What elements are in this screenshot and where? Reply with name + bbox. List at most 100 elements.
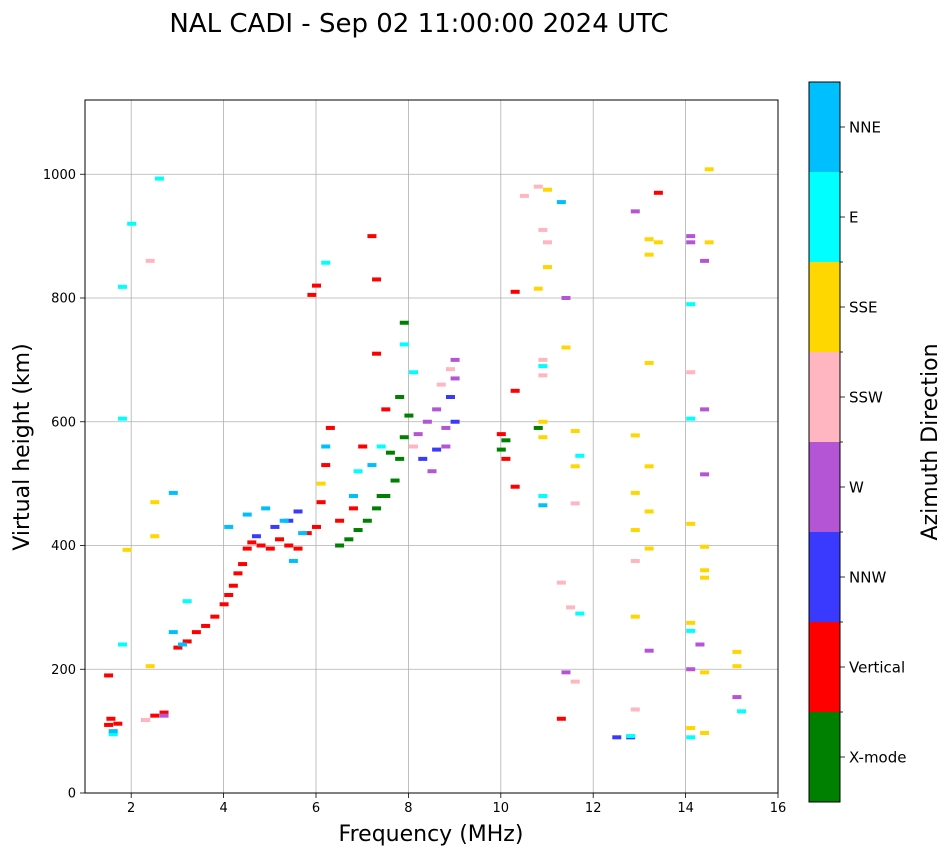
echo-point-nne bbox=[108, 729, 118, 734]
echo-point-sse bbox=[644, 360, 654, 365]
echo-point-sse bbox=[700, 568, 710, 573]
echo-point-vertical bbox=[247, 540, 257, 545]
echo-point-nnw bbox=[293, 509, 303, 514]
echo-point-w bbox=[686, 667, 696, 672]
echo-point-vertical bbox=[312, 283, 321, 288]
echo-point-vertical bbox=[496, 432, 506, 437]
colorbar-label-w: W bbox=[849, 479, 864, 497]
echo-point-nne bbox=[279, 518, 289, 523]
echo-point-vertical bbox=[307, 292, 317, 297]
echo-point-sse bbox=[686, 620, 696, 625]
echo-point-vertical bbox=[238, 562, 248, 567]
echo-point-e bbox=[321, 260, 331, 265]
echo-point-ssw bbox=[630, 558, 640, 563]
y-tick-label: 0 bbox=[68, 787, 76, 802]
echo-point-e bbox=[538, 494, 548, 498]
echo-point-w bbox=[432, 407, 442, 412]
echo-point-x-mode bbox=[501, 438, 511, 443]
echo-point-nne bbox=[224, 524, 234, 529]
echo-point-x-mode bbox=[533, 425, 543, 430]
echo-point-w bbox=[427, 469, 437, 474]
echo-point-e bbox=[737, 709, 747, 714]
echo-point-vertical bbox=[242, 546, 252, 551]
echo-point-ssw bbox=[556, 580, 566, 585]
echo-point-sse bbox=[700, 575, 710, 580]
echo-point-nne bbox=[288, 558, 298, 563]
echo-point-vertical bbox=[210, 614, 220, 619]
echo-point-sse bbox=[700, 544, 710, 549]
plot-area: 2 4 6 8 10 12 14 16 0 200 400 600 800 1000 bbox=[43, 99, 786, 816]
data-points bbox=[104, 167, 747, 740]
echo-point-sse bbox=[630, 614, 640, 619]
echo-point-w bbox=[686, 234, 696, 239]
echo-point-vertical bbox=[321, 463, 331, 468]
colorbar-segment-ssw bbox=[809, 352, 840, 442]
echo-point-nnw bbox=[418, 456, 428, 461]
echo-point-ssw bbox=[630, 707, 640, 712]
echo-point-w bbox=[700, 258, 710, 263]
echo-point-w bbox=[561, 670, 571, 675]
x-tick-label: 4 bbox=[219, 801, 227, 816]
echo-point-vertical bbox=[372, 351, 382, 356]
echo-point-sse bbox=[653, 240, 663, 245]
y-tick-label: 400 bbox=[51, 539, 76, 554]
echo-point-e bbox=[575, 453, 585, 458]
echo-point-e bbox=[686, 302, 696, 307]
colorbar-label-nne: NNE bbox=[849, 119, 881, 137]
y-tick-label: 1000 bbox=[43, 168, 76, 183]
echo-point-vertical bbox=[556, 716, 566, 721]
echo-point-vertical bbox=[348, 506, 358, 511]
echo-point-x-mode bbox=[335, 543, 345, 548]
colorbar: X-mode Vertical NNW W SSW SSE E NNE bbox=[808, 81, 906, 803]
echo-point-sse bbox=[732, 664, 742, 669]
echo-point-vertical bbox=[381, 407, 391, 412]
echo-point-ssw bbox=[543, 240, 552, 245]
echo-point-vertical bbox=[325, 425, 335, 430]
echo-point-sse bbox=[122, 547, 132, 552]
echo-point-nnw bbox=[251, 534, 261, 539]
echo-point-sse bbox=[145, 664, 155, 669]
echo-point-e bbox=[108, 732, 118, 737]
echo-point-sse bbox=[630, 490, 640, 495]
echo-point-sse bbox=[704, 167, 714, 172]
colorbar-frame bbox=[808, 81, 841, 803]
y-axis-ticks: 0 200 400 600 800 1000 bbox=[43, 168, 85, 802]
echo-point-vertical bbox=[293, 546, 303, 551]
x-tick-label: 10 bbox=[493, 801, 510, 816]
echo-point-e bbox=[409, 370, 419, 375]
echo-point-x-mode bbox=[395, 456, 405, 461]
colorbar-label-e: E bbox=[849, 209, 858, 227]
x-tick-label: 16 bbox=[770, 801, 787, 816]
grid bbox=[85, 100, 779, 794]
x-axis-ticks: 2 4 6 8 10 12 14 16 bbox=[127, 793, 786, 816]
echo-point-sse bbox=[543, 265, 552, 270]
x-tick-label: 6 bbox=[312, 801, 320, 816]
echo-point-e bbox=[575, 611, 585, 616]
echo-point-sse bbox=[700, 730, 710, 735]
y-tick-label: 600 bbox=[51, 415, 76, 430]
echo-point-x-mode bbox=[399, 435, 409, 440]
echo-point-x-mode bbox=[395, 395, 405, 399]
echo-point-x-mode bbox=[362, 518, 372, 523]
echo-point-w bbox=[413, 432, 423, 437]
echo-point-sse bbox=[543, 187, 552, 192]
echo-point-ssw bbox=[519, 193, 529, 198]
echo-point-sse bbox=[644, 509, 654, 514]
echo-point-vertical bbox=[106, 716, 116, 721]
x-tick-label: 2 bbox=[127, 801, 135, 816]
echo-point-x-mode bbox=[376, 494, 386, 498]
echo-point-nnw bbox=[284, 518, 294, 523]
echo-point-e bbox=[117, 416, 127, 421]
echo-point-w bbox=[644, 648, 654, 653]
echo-point-ssw bbox=[533, 184, 543, 189]
plot-frame bbox=[84, 99, 779, 794]
echo-point-sse bbox=[570, 429, 580, 434]
echo-point-w bbox=[441, 425, 451, 430]
echo-point-sse bbox=[316, 481, 326, 486]
x-tick-label: 14 bbox=[677, 801, 694, 816]
echo-point-vertical bbox=[233, 571, 243, 576]
echo-point-nne bbox=[168, 630, 178, 635]
echo-point-w bbox=[686, 240, 696, 245]
echo-point-vertical bbox=[104, 722, 114, 727]
echo-point-vertical bbox=[150, 713, 160, 718]
